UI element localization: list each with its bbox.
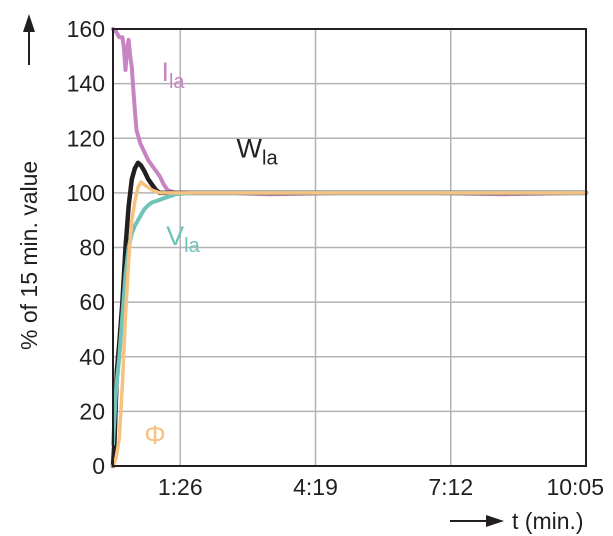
y-tick-label: 80	[79, 235, 105, 261]
x-tick-label: 10:05	[546, 474, 604, 500]
series-subscript: la	[262, 147, 278, 169]
y-tick-label: 140	[67, 71, 105, 97]
x-tick-label: 7:12	[428, 474, 473, 500]
x-tick-labels: 1:26 4:19 7:12 10:05	[158, 474, 604, 500]
x-axis-label: t (min.)	[512, 508, 584, 534]
series-subscript: la	[184, 235, 200, 257]
series-name: I	[161, 57, 169, 87]
x-axis-label-group: t (min.)	[450, 508, 584, 534]
y-tick-label: 40	[79, 344, 105, 370]
series-name: W	[237, 133, 263, 163]
arrow-up-icon	[23, 14, 35, 32]
y-axis-label: % of 15 min. value	[16, 161, 42, 350]
series-line-3	[111, 180, 588, 468]
y-tick-label: 0	[92, 453, 105, 479]
y-tick-label: 20	[79, 398, 105, 424]
series-label-3: Φ	[144, 420, 166, 450]
x-tick-label: 4:19	[293, 474, 338, 500]
series-line-0	[111, 27, 588, 197]
series-subscript: la	[169, 71, 185, 93]
y-axis-label-group: % of 15 min. value	[16, 14, 42, 350]
plot-frame	[112, 28, 587, 467]
y-tick-label: 100	[67, 180, 105, 206]
series-label-1: Wla	[237, 133, 279, 169]
series-label-2: Vla	[166, 221, 200, 257]
series-lines	[110, 27, 589, 469]
x-tick-label: 1:26	[158, 474, 203, 500]
y-tick-label: 120	[67, 125, 105, 151]
series-line-1	[110, 160, 589, 469]
y-tick-label: 60	[79, 289, 105, 315]
y-tick-label: 160	[67, 16, 105, 42]
y-tick-labels: 0 20 40 60 80 100 120 140 160	[67, 16, 105, 479]
series-label-0: Ila	[161, 57, 185, 93]
series-name: Φ	[144, 420, 166, 450]
series-name: V	[166, 221, 184, 251]
arrow-right-icon	[486, 515, 504, 527]
